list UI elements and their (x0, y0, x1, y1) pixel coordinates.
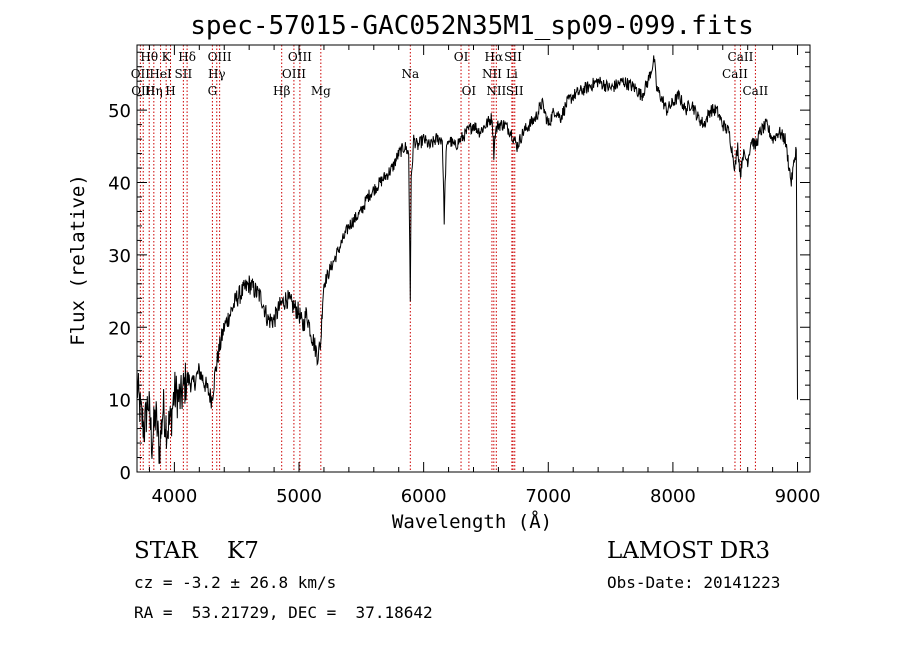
y-tick-label: 50 (108, 101, 131, 122)
y-tick-label: 30 (108, 246, 131, 267)
chart-title: spec-57015-GAC052N35M1_sp09-099.fits (190, 11, 754, 41)
survey-name: LAMOST DR3 (607, 538, 771, 564)
y-tick-label: 20 (108, 318, 131, 339)
x-tick-label: 9000 (775, 486, 821, 507)
spectral-line-label: HeI (149, 67, 172, 81)
spectral-line-label: NII (482, 67, 502, 81)
spectral-line-label: Hγ (208, 67, 226, 81)
observation-date: Obs-Date: 20141223 (607, 573, 781, 592)
coordinates: RA = 53.21729, DEC = 37.18642 (134, 603, 433, 622)
object-class: STAR K7 (134, 538, 259, 564)
x-tick-label: 5000 (276, 486, 322, 507)
spectral-line-label: Hα (485, 50, 504, 64)
spectral-line-label: SII (175, 67, 193, 81)
plot-frame (136, 44, 811, 473)
spectral-line-label: OI (462, 84, 477, 98)
spectral-line-label: K (162, 50, 172, 64)
spectral-line-label: Na (401, 67, 419, 81)
spectral-line-label: OIII (208, 50, 232, 64)
x-tick-label: 4000 (151, 486, 197, 507)
x-tick-label: 6000 (401, 486, 447, 507)
spectral-line-label: SII (504, 50, 522, 64)
spectral-line-label: Li (506, 67, 518, 81)
spectral-line-label: Hη (145, 84, 163, 98)
spectral-line-label: Hβ (273, 84, 290, 98)
x-axis-label: Wavelength (Å) (392, 510, 552, 533)
spectral-line-label: OI (454, 50, 469, 64)
y-tick-label: 0 (120, 463, 131, 484)
spectral-line-label: Hδ (178, 50, 196, 64)
spectral-line-markers (139, 45, 756, 472)
spectral-line-label: G (208, 84, 218, 98)
axis-tick-labels: 4000 5000 6000 7000 8000 9000 0 10 20 30 40 50 (108, 101, 820, 507)
redshift-velocity: cz = -3.2 ± 26.8 km/s (134, 573, 337, 592)
spectral-line-label: SII (506, 84, 524, 98)
spectral-line-label: OII (131, 67, 151, 81)
spectral-line-label: Hθ (140, 50, 158, 64)
axis-ticks (137, 45, 810, 472)
spectral-line-label: CaII (742, 84, 768, 98)
spectral-line-label: CaII (722, 67, 748, 81)
spectral-line-label: H (165, 84, 175, 98)
y-tick-label: 10 (108, 391, 131, 412)
spectral-line-label: OIII (282, 67, 306, 81)
x-tick-label: 8000 (650, 486, 696, 507)
spectrum-series (136, 55, 798, 464)
spectral-line-label: NII (486, 84, 506, 98)
spectrum-line (136, 55, 798, 464)
x-tick-label: 7000 (525, 486, 571, 507)
y-tick-label: 40 (108, 174, 131, 195)
y-axis-label: Flux (relative) (67, 174, 89, 346)
spectral-line-label: OIII (288, 50, 312, 64)
spectral-line-label: Mg (311, 84, 331, 98)
spectral-line-label: CaII (728, 50, 754, 64)
